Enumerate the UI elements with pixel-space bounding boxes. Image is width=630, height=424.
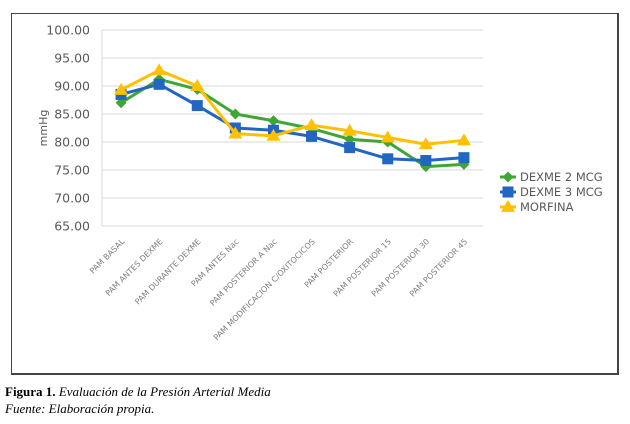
data-point [458, 152, 470, 164]
legend-item: DEXME 2 MCG [500, 170, 603, 184]
data-point [380, 130, 395, 143]
y-axis-title: mmHg [37, 110, 50, 147]
legend-item: DEXME 3 MCG [500, 185, 603, 199]
x-category-label: PAM BASAL [88, 237, 127, 276]
series-line [120, 68, 465, 146]
data-point [304, 118, 319, 131]
data-point [190, 79, 205, 91]
legend-label: MORFINA [520, 200, 574, 214]
y-tick-label: 95.00 [54, 51, 90, 66]
figure-title: Evaluación de la Presión Arterial Media [58, 384, 271, 399]
data-point [115, 97, 127, 109]
legend-marker [502, 171, 514, 183]
figure-label: Figura 1. [5, 384, 56, 399]
data-point [418, 137, 433, 150]
data-point [420, 154, 432, 166]
data-point [382, 153, 394, 165]
legend-label: DEXME 3 MCG [520, 185, 603, 199]
data-point [456, 133, 471, 146]
data-point [153, 78, 165, 90]
x-category-label: PAM DURANTE DEXME [133, 237, 202, 306]
y-tick-label: 90.00 [54, 79, 90, 94]
data-point [266, 128, 281, 141]
figure-source: Fuente: Elaboración propia. [5, 401, 155, 416]
y-tick-label: 70.00 [54, 191, 90, 206]
data-point [344, 142, 356, 154]
y-tick-label: 65.00 [54, 219, 90, 234]
data-point [344, 133, 356, 145]
data-point [342, 123, 357, 136]
series-morfina [114, 63, 471, 150]
legend-label: DEXME 2 MCG [520, 170, 603, 184]
y-tick-label: 75.00 [54, 163, 90, 178]
y-axis-ticks: 100.00 95.00 90.00 85.00 80.00 75.00 70.00 65.0… [46, 23, 90, 234]
figure-caption: Figura 1. Evaluación de la Presión Arter… [5, 383, 271, 417]
data-point [114, 82, 129, 95]
data-point [306, 130, 318, 142]
data-point [228, 126, 243, 139]
series-line [120, 82, 465, 162]
chart-frame [11, 13, 619, 375]
data-point [229, 108, 241, 120]
series-line [120, 77, 465, 169]
legend-item: MORFINA [500, 200, 574, 214]
series-dexme-3-mcg [115, 78, 470, 166]
y-tick-label: 80.00 [54, 135, 90, 150]
gridlines [101, 29, 483, 227]
y-tick-label: 100.00 [46, 23, 90, 38]
y-tick-label: 85.00 [54, 107, 90, 122]
x-category-label: PAM POSTERIOR A Nac [208, 237, 279, 308]
legend-marker [501, 200, 515, 212]
series [114, 63, 471, 173]
data-point [152, 63, 167, 76]
data-point [267, 115, 279, 127]
data-point [191, 100, 203, 112]
legend-marker [502, 186, 514, 198]
